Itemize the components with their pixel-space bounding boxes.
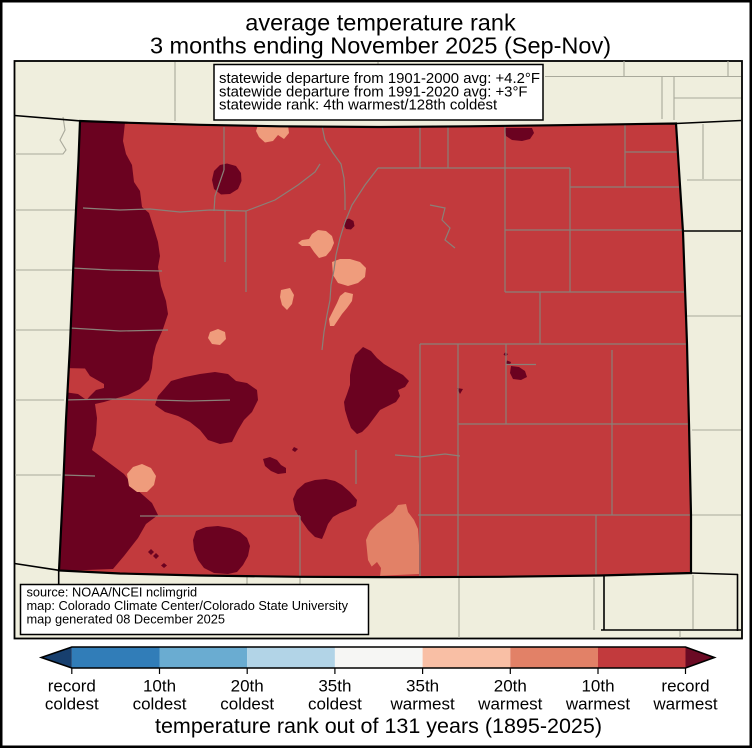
svg-text:record: record [661, 677, 709, 696]
svg-text:20th: 20th [494, 677, 527, 696]
svg-text:20th: 20th [231, 677, 264, 696]
svg-text:source: NOAA/NCEI nclimgrid: source: NOAA/NCEI nclimgrid [27, 585, 198, 600]
svg-text:map: Colorado Climate Center/C: map: Colorado Climate Center/Colorado St… [27, 598, 349, 613]
svg-text:coldest: coldest [308, 695, 362, 714]
svg-text:10th: 10th [143, 677, 176, 696]
svg-text:warmest: warmest [389, 695, 455, 714]
svg-text:statewide departure from 1901-: statewide departure from 1901-2000 avg: … [219, 71, 540, 87]
svg-text:35th: 35th [318, 677, 351, 696]
svg-text:warmest: warmest [565, 695, 631, 714]
svg-text:coldest: coldest [133, 695, 187, 714]
svg-text:temperature rank out of 131 ye: temperature rank out of 131 years (1895-… [155, 714, 602, 738]
svg-text:statewide rank: 4th warmest/12: statewide rank: 4th warmest/128th coldes… [219, 98, 498, 114]
svg-text:warmest: warmest [477, 695, 543, 714]
svg-text:statewide departure from 1991-: statewide departure from 1991-2020 avg: … [219, 84, 528, 100]
svg-text:map generated 08 December 2025: map generated 08 December 2025 [27, 612, 225, 627]
svg-text:record: record [48, 677, 96, 696]
svg-text:35th: 35th [406, 677, 439, 696]
svg-text:coldest: coldest [45, 695, 99, 714]
svg-text:coldest: coldest [220, 695, 274, 714]
svg-text:3 months ending November 2025: 3 months ending November 2025 (Sep-Nov) [150, 33, 611, 59]
svg-text:warmest: warmest [652, 695, 718, 714]
svg-text:10th: 10th [581, 677, 614, 696]
svg-text:average temperature rank: average temperature rank [245, 10, 516, 36]
